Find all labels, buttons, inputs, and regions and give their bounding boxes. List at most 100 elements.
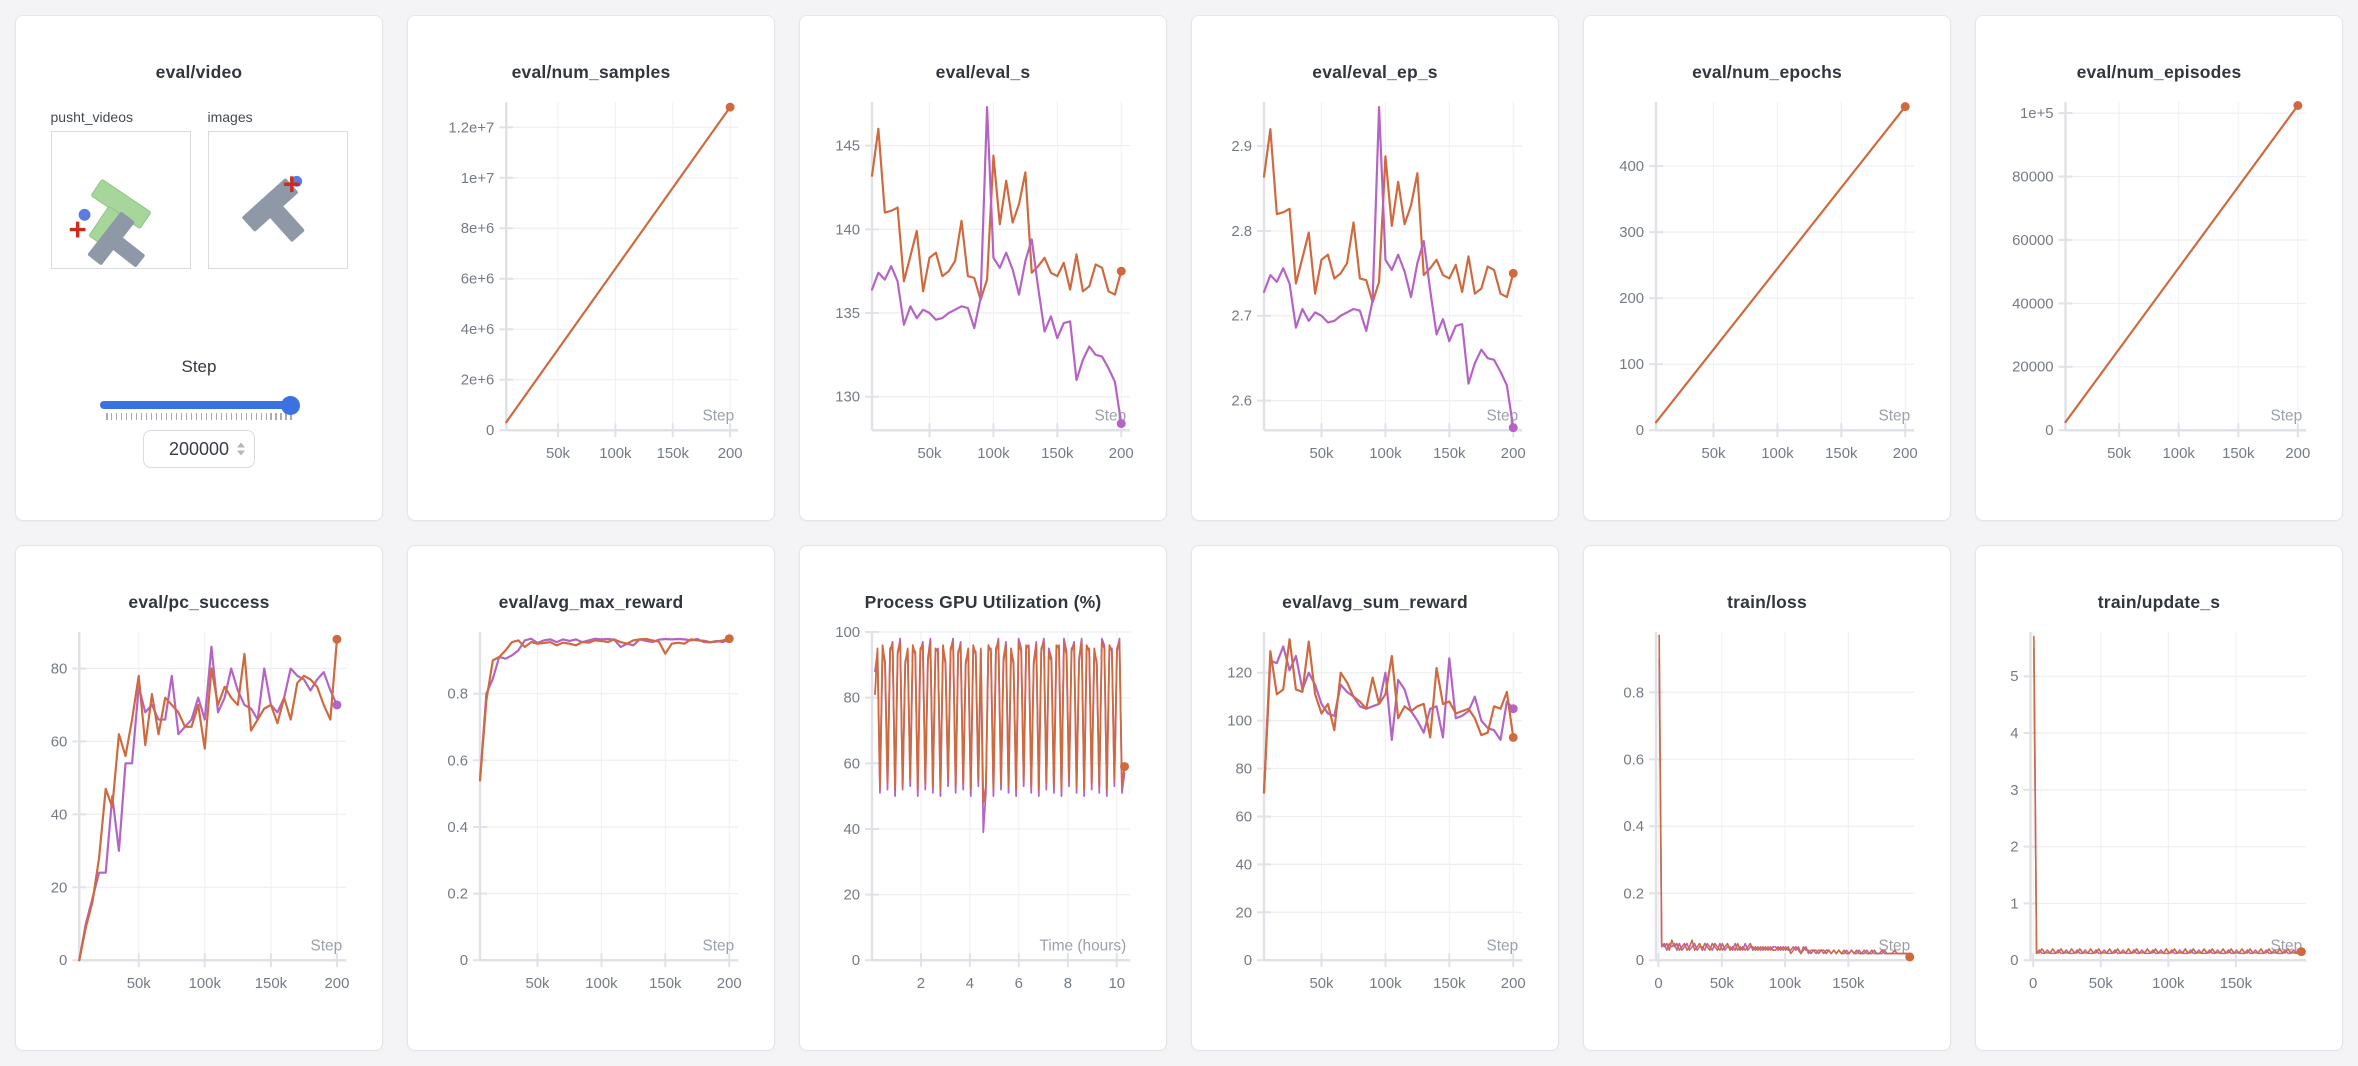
series-end-dot-purple-run: [332, 700, 342, 710]
chart-canvas[interactable]: 50k 100k 150k 200 0 20 40 60 80 100 120 Step: [1192, 617, 1558, 1025]
step-input[interactable]: [160, 438, 238, 460]
x-tick-label: 150k: [1433, 446, 1466, 462]
series-line-purple-run: [870, 106, 1123, 425]
media-cell-pusht-videos: pusht_videos: [50, 109, 191, 269]
y-tick-label: 20: [1235, 905, 1252, 921]
y-tick-label: 100: [835, 625, 860, 641]
y-tick-label: 100: [1619, 357, 1644, 373]
chart-canvas[interactable]: 50k 100k 150k 200 0 20000 40000 60000 80000 1e+5 S…: [1976, 87, 2342, 495]
x-axis-label: Time (hours): [1039, 937, 1126, 954]
x-tick-label: 100k: [189, 976, 222, 992]
series-line-orange-run: [2064, 104, 2299, 424]
series-end-dot-orange-run: [1508, 268, 1518, 278]
chart-canvas[interactable]: 50k 100k 150k 200 130 135 140 145 Step: [800, 87, 1166, 495]
panel-eval-video: eval/video pusht_videos: [15, 15, 383, 521]
y-tick-label: 0: [852, 953, 860, 969]
x-tick-label: 50k: [1309, 976, 1334, 992]
stepper-up-icon[interactable]: [237, 442, 245, 448]
y-tick-label: 145: [835, 139, 860, 155]
x-tick-label: 150k: [657, 446, 690, 462]
chart-panel-eval-eval-s: eval/eval_s 50k 100k 150k 200 130 135 140 145 St…: [799, 15, 1167, 521]
y-tick-label: 60000: [2012, 233, 2053, 249]
x-axis-label: Step: [1095, 407, 1127, 424]
series-end-dot-orange-run: [1120, 762, 1130, 772]
x-tick-label: 2: [917, 976, 925, 992]
x-axis-label: Step: [703, 407, 735, 424]
step-input-box: [143, 430, 255, 468]
y-tick-label: 2: [2010, 840, 2018, 856]
x-tick-label: 50k: [917, 446, 942, 462]
series-line-orange-run: [1262, 128, 1515, 304]
chart-canvas[interactable]: 0 50k 100k 150k 0 0.2 0.4 0.6 0.8 Step: [1584, 617, 1950, 1025]
series-end-dot-orange-run: [1508, 732, 1518, 742]
stepper-down-icon[interactable]: [237, 450, 245, 456]
chart-canvas[interactable]: 50k 100k 150k 200 0 100 200 300 400 Step: [1584, 87, 1950, 495]
x-tick-label: 6: [1015, 976, 1023, 992]
y-tick-label: 120: [1227, 666, 1252, 682]
x-tick-label: 100k: [599, 446, 632, 462]
chart-canvas[interactable]: 50k 100k 150k 200 0 0.2 0.4 0.6 0.8 Step: [408, 617, 774, 1025]
x-tick-label: 50k: [1309, 446, 1334, 462]
y-tick-label: 4e+6: [461, 322, 495, 338]
x-tick-label: 8: [1064, 976, 1072, 992]
pusht-image-icon: [241, 175, 304, 242]
series-end-dot-purple-run: [1508, 704, 1518, 714]
x-tick-label: 200: [1109, 446, 1134, 462]
chart-panel-eval-num-epochs: eval/num_epochs 50k 100k 150k 200 0 100 200 300…: [1583, 15, 1951, 521]
x-axis-label: Step: [1879, 407, 1911, 424]
x-tick-label: 50k: [1710, 976, 1735, 992]
x-tick-label: 100k: [1369, 976, 1402, 992]
chart-panel-eval-num-samples: eval/num_samples 50k 100k 150k 200 0 2e+6 4e+6…: [407, 15, 775, 521]
y-tick-label: 0: [1636, 953, 1644, 969]
x-axis-label: Step: [1879, 937, 1911, 954]
x-tick-label: 150k: [649, 976, 682, 992]
series-line-orange-run: [870, 127, 1123, 301]
images-thumbnail[interactable]: [207, 131, 348, 269]
chart-title: eval/avg_sum_reward: [1282, 592, 1468, 612]
y-tick-label: 60: [51, 734, 68, 750]
y-tick-label: 0.6: [1623, 752, 1644, 768]
y-tick-label: 60: [1235, 809, 1252, 825]
x-tick-label: 100k: [2152, 976, 2185, 992]
media-label: images: [207, 109, 253, 125]
x-tick-label: 150k: [2222, 446, 2255, 462]
x-tick-label: 200: [325, 976, 350, 992]
y-tick-label: 0: [59, 953, 67, 969]
x-tick-label: 150k: [1041, 446, 1074, 462]
goal-cross-icon: [283, 176, 300, 193]
pusht-video-thumbnail[interactable]: [50, 131, 191, 269]
x-tick-label: 150k: [1433, 976, 1466, 992]
x-tick-label: 100k: [585, 976, 618, 992]
x-tick-label: 100k: [2163, 446, 2196, 462]
y-tick-label: 400: [1619, 159, 1644, 175]
x-tick-label: 50k: [1701, 446, 1726, 462]
series-end-dot-orange-run: [2296, 947, 2306, 957]
y-tick-label: 0: [1244, 953, 1252, 969]
chart-canvas[interactable]: 50k 100k 150k 200 0 2e+6 4e+6 6e+6 8e+6 1e+7 1.2e+…: [408, 87, 774, 495]
series-end-dot-orange-run: [1905, 952, 1915, 962]
step-slider[interactable]: [100, 395, 300, 420]
y-tick-label: 2e+6: [461, 373, 495, 389]
media-cell-images: images: [207, 109, 348, 269]
y-tick-label: 80000: [2012, 169, 2053, 185]
slider-track[interactable]: [100, 395, 300, 415]
y-tick-label: 0: [2045, 423, 2053, 439]
y-tick-label: 0.2: [447, 887, 468, 903]
y-tick-label: 40: [51, 807, 68, 823]
x-tick-label: 4: [966, 976, 974, 992]
slider-handle[interactable]: [281, 395, 300, 415]
y-tick-label: 40: [1235, 857, 1252, 873]
chart-canvas[interactable]: 50k 100k 150k 200 0 20 40 60 80 Step: [16, 617, 382, 1025]
series-end-dot-purple-run: [1116, 419, 1126, 429]
y-tick-label: 40000: [2012, 296, 2053, 312]
chart-title: train/update_s: [2097, 592, 2221, 612]
x-tick-label: 50k: [525, 976, 550, 992]
y-tick-label: 100: [1227, 714, 1252, 730]
x-tick-label: 10: [1108, 976, 1125, 992]
chart-title: eval/num_samples: [511, 62, 671, 82]
x-axis-label: Step: [703, 937, 735, 954]
